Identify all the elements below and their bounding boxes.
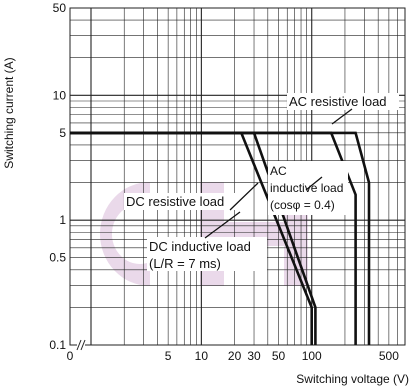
annotation-ac-inductive-load-text: inductive load [270, 181, 343, 195]
y-tick-label: 0.5 [49, 251, 66, 265]
y-tick-label: 10 [53, 88, 67, 102]
x-tick-label: 50 [272, 349, 286, 363]
annotation-ac-resistive-load-text: AC resistive load [289, 94, 387, 109]
plot-frame [69, 7, 406, 346]
y-tick-labels: 0.1 0.5 1 5 10 50 [49, 1, 66, 352]
x-tick-label: 5 [165, 349, 172, 363]
x-tick-label: 20 [228, 349, 242, 363]
annotation-dc-inductive-load-background [147, 237, 267, 271]
y-tick-label: 5 [59, 126, 66, 140]
axis-break-gap [77, 340, 85, 350]
y-tick-label: 50 [53, 1, 67, 15]
annotation-dc-resistive-load-text: DC resistive load [126, 194, 224, 209]
x-tick-labels: 0 5 10 20 30 50 100 500 [67, 349, 400, 363]
axis-break-slash [76, 339, 82, 351]
leader-ac-inductive-load [305, 176, 323, 191]
leader-ac-resistive-load [331, 108, 353, 125]
annotation-dc-inductive-load-text: (L/R = 7 ms) [149, 256, 221, 271]
y-tick-label: 1 [59, 213, 66, 227]
axis-break-slash [80, 339, 86, 351]
leader-dc-resistive-load [229, 182, 259, 211]
x-tick-label: 30 [247, 349, 261, 363]
x-axis-break-mark [76, 339, 86, 351]
annotation-dc-inductive-load-text: DC inductive load [149, 239, 251, 254]
curve-annotations: AC resistive load AC inductive load (cosφ =… [124, 93, 399, 271]
annotation-dc-resistive-load-background [124, 193, 236, 210]
leader-dc-inductive-load [204, 211, 241, 239]
annotation-ac-resistive-load-background [287, 93, 399, 110]
series-curve-4 [70, 131, 371, 345]
y-axis-title: Switching current (A) [2, 57, 16, 168]
y-tick-label: 0.1 [49, 338, 66, 352]
x-tick-label: 100 [302, 349, 322, 363]
x-axis-title: Switching voltage (V) [296, 372, 409, 386]
x-tick-label: 10 [195, 349, 209, 363]
x-tick-label: 0 [67, 349, 74, 363]
x-tick-label: 500 [379, 349, 399, 363]
watermark-letter-c [99, 182, 150, 286]
annotation-ac-inductive-load-text: (cosφ = 0.4) [270, 198, 335, 212]
annotation-ac-inductive-load-text: AC [270, 164, 287, 178]
